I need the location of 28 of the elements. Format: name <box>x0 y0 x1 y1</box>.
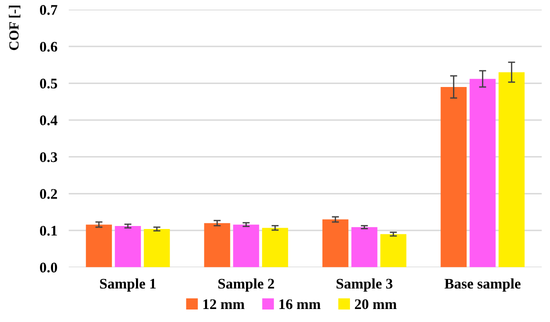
y-tick-label: 0.7 <box>40 5 58 15</box>
bar <box>144 228 170 268</box>
legend-label: 12 mm <box>203 299 244 309</box>
bar <box>86 224 112 268</box>
bar <box>470 78 496 268</box>
bar <box>233 224 260 268</box>
y-tick-label: 0.6 <box>40 42 58 52</box>
y-tick-label: 0.3 <box>40 152 58 162</box>
legend-label: 16 mm <box>279 299 321 310</box>
y-axis-title: COF [-] <box>8 6 20 50</box>
bar <box>322 219 348 268</box>
bar <box>114 226 141 268</box>
bar <box>498 72 525 268</box>
bar <box>440 86 467 268</box>
bar <box>351 227 378 268</box>
y-tick-label: 0.2 <box>40 189 58 199</box>
x-tick-label: Sample 2 <box>218 278 274 292</box>
x-tick-label: Sample 3 <box>336 278 392 292</box>
y-tick-label: 0.4 <box>40 115 58 126</box>
bar <box>204 223 230 268</box>
y-tick-label: 0.1 <box>40 226 57 236</box>
x-tick-label: Sample 1 <box>100 278 156 292</box>
y-tick-label: 0.0 <box>40 262 58 273</box>
bar <box>380 234 406 268</box>
legend-label: 20 mm <box>354 299 397 310</box>
x-tick-label: Base sample <box>444 278 521 292</box>
bar <box>262 228 288 268</box>
y-tick-label: 0.5 <box>40 78 58 89</box>
